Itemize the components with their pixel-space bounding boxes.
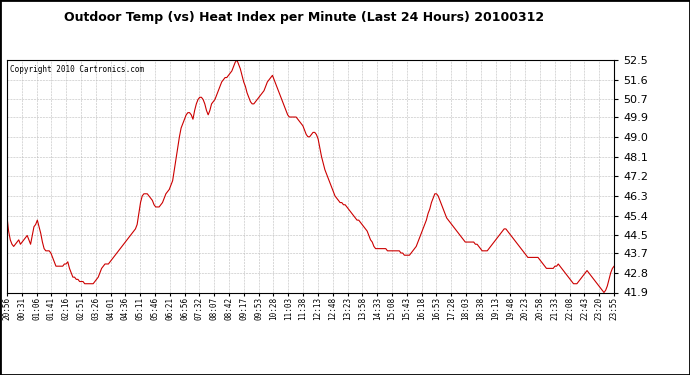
Text: Outdoor Temp (vs) Heat Index per Minute (Last 24 Hours) 20100312: Outdoor Temp (vs) Heat Index per Minute … xyxy=(63,11,544,24)
Text: Copyright 2010 Cartronics.com: Copyright 2010 Cartronics.com xyxy=(10,64,144,74)
